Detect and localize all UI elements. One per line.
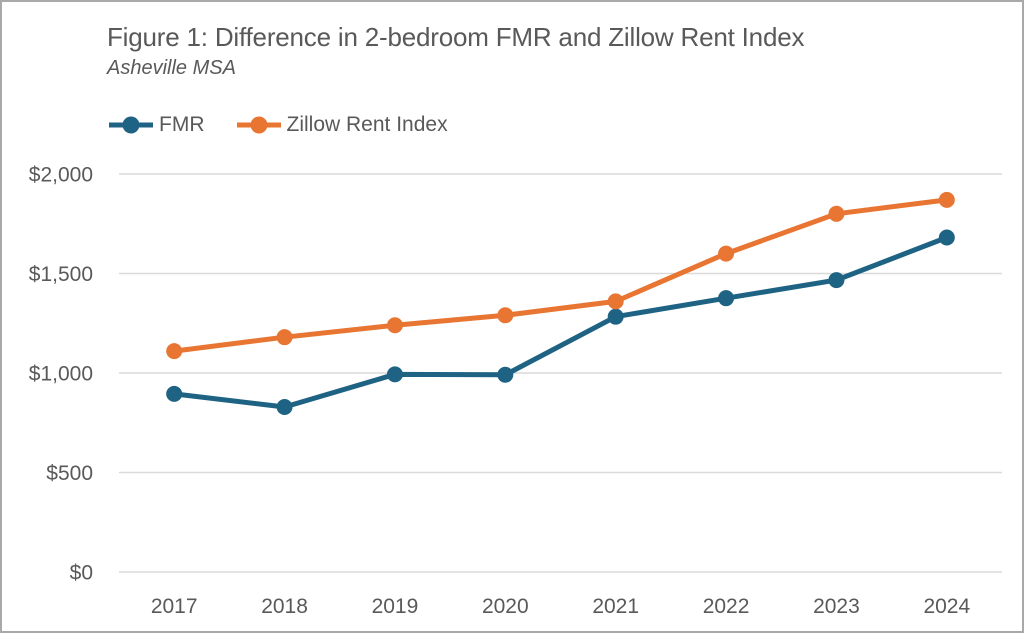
data-point-fmr-2024 bbox=[938, 229, 955, 246]
x-tick-label-2021: 2021 bbox=[592, 595, 639, 618]
x-tick-label-2020: 2020 bbox=[482, 595, 529, 618]
legend-entry-zillow-rent-index: Zillow Rent Index bbox=[235, 113, 448, 137]
chart-subtitle: Asheville MSA bbox=[107, 57, 236, 79]
x-tick-label-2017: 2017 bbox=[151, 595, 198, 618]
data-point-zillow-rent-index-2020 bbox=[497, 307, 514, 324]
data-point-zillow-rent-index-2022 bbox=[718, 245, 735, 262]
data-point-zillow-rent-index-2017 bbox=[166, 343, 183, 360]
x-tick-label-2019: 2019 bbox=[372, 595, 419, 618]
x-tick-label-2022: 2022 bbox=[703, 595, 750, 618]
series-line-fmr bbox=[171, 234, 950, 410]
y-tick-label-2000: $2,000 bbox=[29, 164, 93, 187]
zillow-line-marker-icon bbox=[236, 116, 281, 134]
data-point-fmr-2022 bbox=[718, 290, 735, 307]
data-point-fmr-2020 bbox=[497, 366, 514, 383]
y-tick-label-0: $0 bbox=[70, 562, 93, 585]
data-point-fmr-2019 bbox=[386, 366, 403, 383]
data-point-zillow-rent-index-2024 bbox=[938, 191, 955, 208]
y-tick-label-1000: $1,000 bbox=[29, 363, 93, 386]
data-point-fmr-2021 bbox=[607, 308, 624, 325]
data-point-zillow-rent-index-2023 bbox=[828, 205, 845, 222]
y-tick-label-500: $500 bbox=[46, 462, 93, 485]
legend-label-zillow-rent-index: Zillow Rent Index bbox=[286, 113, 448, 136]
fmr-line-marker-icon bbox=[109, 116, 153, 134]
data-point-zillow-rent-index-2018 bbox=[276, 329, 293, 346]
series-line-zillow-rent-index bbox=[171, 197, 950, 354]
legend: FMR Zillow Rent Index bbox=[107, 113, 448, 137]
data-point-fmr-2018 bbox=[276, 399, 293, 416]
x-tick-label-2023: 2023 bbox=[813, 595, 860, 618]
data-point-fmr-2017 bbox=[166, 385, 183, 402]
x-tick-label-2024: 2024 bbox=[923, 595, 970, 618]
chart-title: Figure 1: Difference in 2-bedroom FMR an… bbox=[107, 22, 805, 52]
data-point-fmr-2023 bbox=[828, 272, 845, 289]
data-point-zillow-rent-index-2021 bbox=[607, 293, 624, 310]
legend-label-fmr: FMR bbox=[159, 113, 205, 136]
y-tick-label-1500: $1,500 bbox=[29, 263, 93, 286]
x-tick-label-2018: 2018 bbox=[261, 595, 308, 618]
data-point-zillow-rent-index-2019 bbox=[386, 317, 403, 334]
legend-entry-fmr: FMR bbox=[107, 113, 205, 137]
